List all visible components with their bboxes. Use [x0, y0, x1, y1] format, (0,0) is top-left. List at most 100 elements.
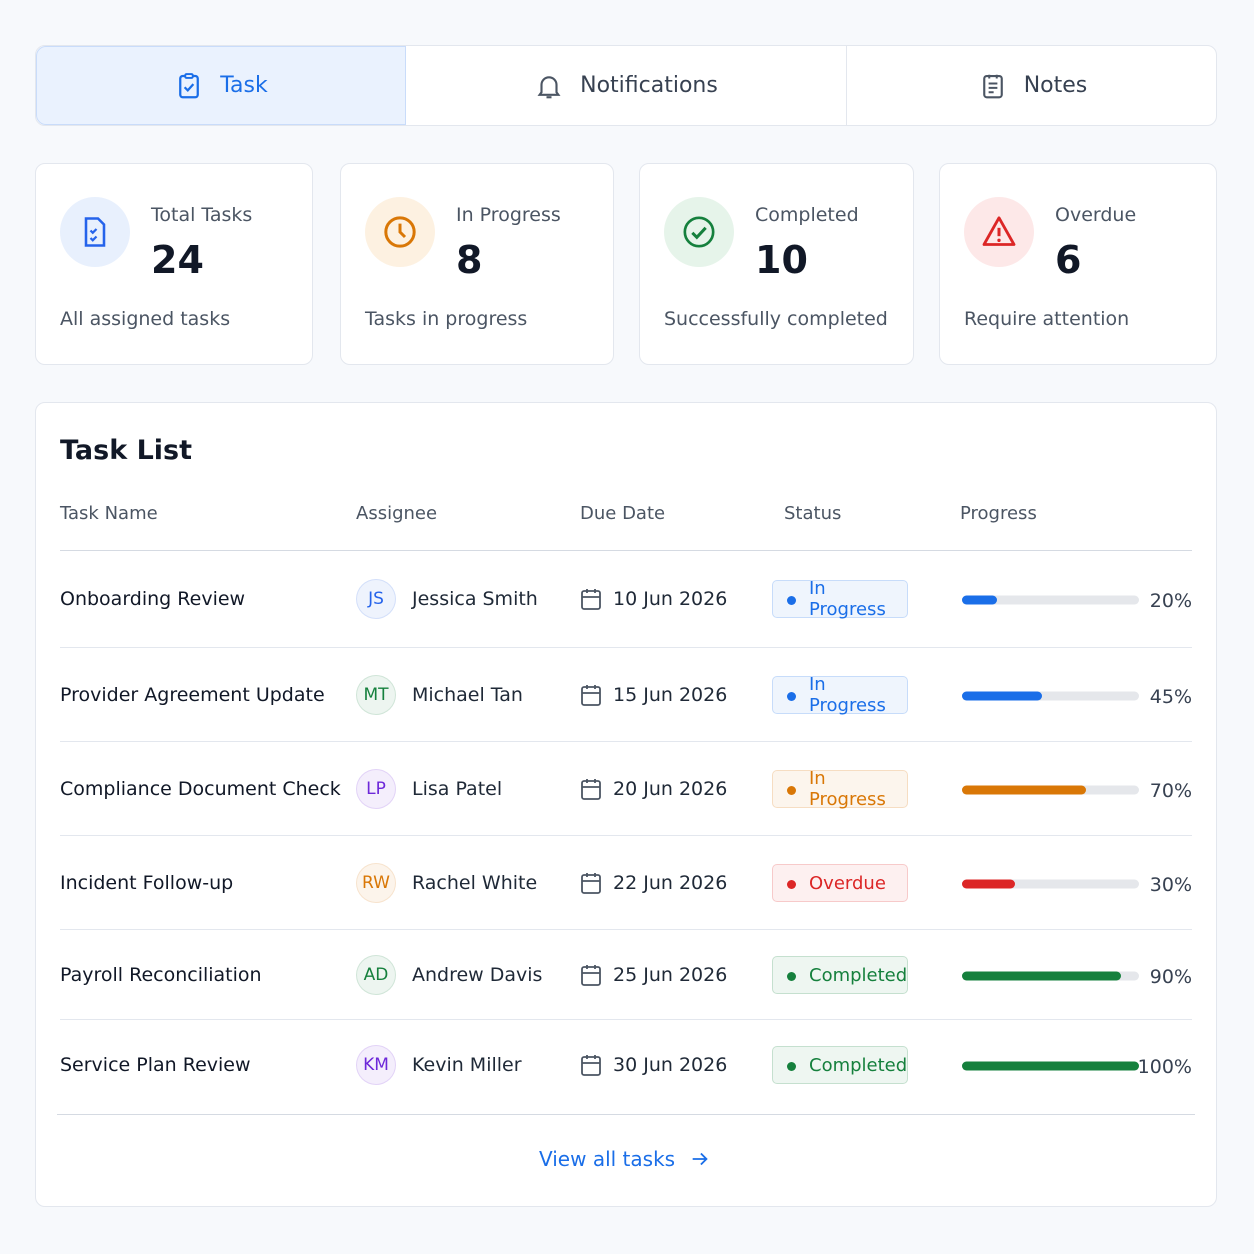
stat-title: In Progress	[456, 204, 561, 226]
task-name: Payroll Reconciliation	[60, 964, 262, 986]
status-pill: Overdue	[772, 864, 908, 902]
progress-track	[962, 691, 1139, 701]
header-divider	[60, 550, 1192, 551]
status-pill: In Progress	[772, 768, 908, 810]
row-divider	[60, 647, 1192, 648]
status-label: In Progress	[809, 674, 886, 716]
calendar-svg	[581, 1055, 601, 1076]
assignee-name: Kevin Miller	[412, 1054, 522, 1076]
stat-icon-glyph-svg	[683, 216, 715, 248]
stat-caption: Successfully completed	[664, 308, 888, 330]
progress-fill	[962, 691, 1042, 701]
stat-title: Completed	[755, 204, 859, 226]
tab-label[interactable]: Task	[220, 73, 268, 98]
status-dot	[787, 972, 796, 981]
row-divider	[60, 929, 1192, 930]
progress-label: 70%	[1149, 780, 1192, 802]
tab-icon	[534, 71, 564, 101]
task-name: Incident Follow-up	[60, 872, 234, 894]
calendar-icon	[580, 587, 602, 611]
stat-card: Total Tasks 24 All assigned tasks	[35, 163, 313, 365]
stat-icon-glyph-svg	[84, 217, 106, 247]
stat-icon-glyph-svg	[982, 216, 1016, 246]
calendar	[580, 777, 602, 801]
task-name: Service Plan Review	[60, 1054, 251, 1076]
status-pill: In Progress	[772, 674, 908, 716]
stat-icon-glyph	[380, 212, 420, 252]
avatar: LP	[356, 769, 396, 809]
status-label: Completed	[809, 964, 908, 986]
status-label: Overdue	[809, 872, 886, 894]
task-list-panel	[35, 402, 1217, 1207]
stat-value: 24	[151, 238, 204, 282]
row-divider	[60, 1019, 1192, 1020]
calendar-svg	[581, 779, 601, 800]
stat-icon	[964, 197, 1034, 267]
tab-bar: Task Notifications Notes	[35, 45, 1217, 126]
stat-title: Total Tasks	[151, 204, 253, 226]
progress-label: 30%	[1149, 874, 1192, 896]
calendar-icon	[580, 683, 602, 707]
calendar	[580, 587, 602, 611]
avatar-initials: MT	[363, 685, 389, 705]
calendar-icon	[580, 871, 602, 895]
due-date: 15 Jun 2026	[613, 684, 728, 706]
status-pill: Completed	[772, 956, 908, 994]
progress-label: 45%	[1149, 686, 1192, 708]
calendar-icon	[580, 963, 602, 987]
stat-icon-glyph	[979, 212, 1019, 252]
row-divider	[57, 1114, 1195, 1115]
stat-caption: Tasks in progress	[365, 308, 528, 330]
column-header: Status	[784, 503, 842, 524]
status-dot	[787, 692, 796, 701]
stat-icon	[664, 197, 734, 267]
tab[interactable]: Task	[36, 46, 406, 125]
calendar	[580, 1053, 602, 1077]
task-name: Onboarding Review	[60, 588, 246, 610]
stat-value: 6	[1055, 238, 1082, 282]
calendar-svg	[581, 873, 601, 894]
stat-card: In Progress 8 Tasks in progress	[340, 163, 614, 365]
calendar-icon	[580, 1053, 602, 1077]
tab-icon-svg	[179, 72, 200, 98]
view-all-text[interactable]: View all tasks	[539, 1147, 676, 1171]
avatar: JS	[356, 579, 396, 619]
stat-card: Overdue 6 Require attention	[939, 163, 1217, 365]
tab-icon	[978, 71, 1008, 101]
tab[interactable]: Notifications	[406, 46, 846, 125]
due-date: 10 Jun 2026	[613, 588, 728, 610]
progress-label: 90%	[1149, 966, 1192, 988]
tab-label[interactable]: Notes	[1023, 73, 1088, 98]
tab-icon-svg	[537, 75, 561, 98]
progress-fill	[962, 1061, 1139, 1071]
view-all-link[interactable]: View all tasks	[539, 1147, 711, 1171]
status-dot	[787, 786, 796, 795]
avatar-initials: LP	[366, 779, 386, 799]
assignee-name: Rachel White	[412, 872, 538, 894]
tab-label[interactable]: Notifications	[580, 73, 718, 98]
calendar	[580, 963, 602, 987]
tab[interactable]: Notes	[846, 46, 1218, 125]
progress-fill	[962, 879, 1016, 889]
avatar-initials: JS	[368, 589, 384, 609]
stat-value: 8	[456, 238, 483, 282]
calendar-svg	[581, 589, 601, 610]
avatar: KM	[356, 1045, 396, 1085]
calendar-icon	[580, 777, 602, 801]
avatar-initials: AD	[363, 965, 389, 985]
status-dot	[787, 596, 796, 605]
stat-icon-glyph	[679, 212, 719, 252]
status-dot	[787, 880, 796, 889]
column-header: Progress	[960, 503, 1037, 524]
progress-track	[962, 595, 1139, 605]
assignee-name: Andrew Davis	[412, 964, 543, 986]
due-date: 30 Jun 2026	[613, 1054, 728, 1076]
calendar	[580, 683, 602, 707]
avatar: AD	[356, 955, 396, 995]
assignee-name: Jessica Smith	[412, 588, 538, 610]
column-header: Due Date	[580, 503, 666, 524]
progress-fill	[962, 595, 998, 605]
status-label: In Progress	[809, 578, 886, 620]
stat-value: 10	[755, 238, 808, 282]
